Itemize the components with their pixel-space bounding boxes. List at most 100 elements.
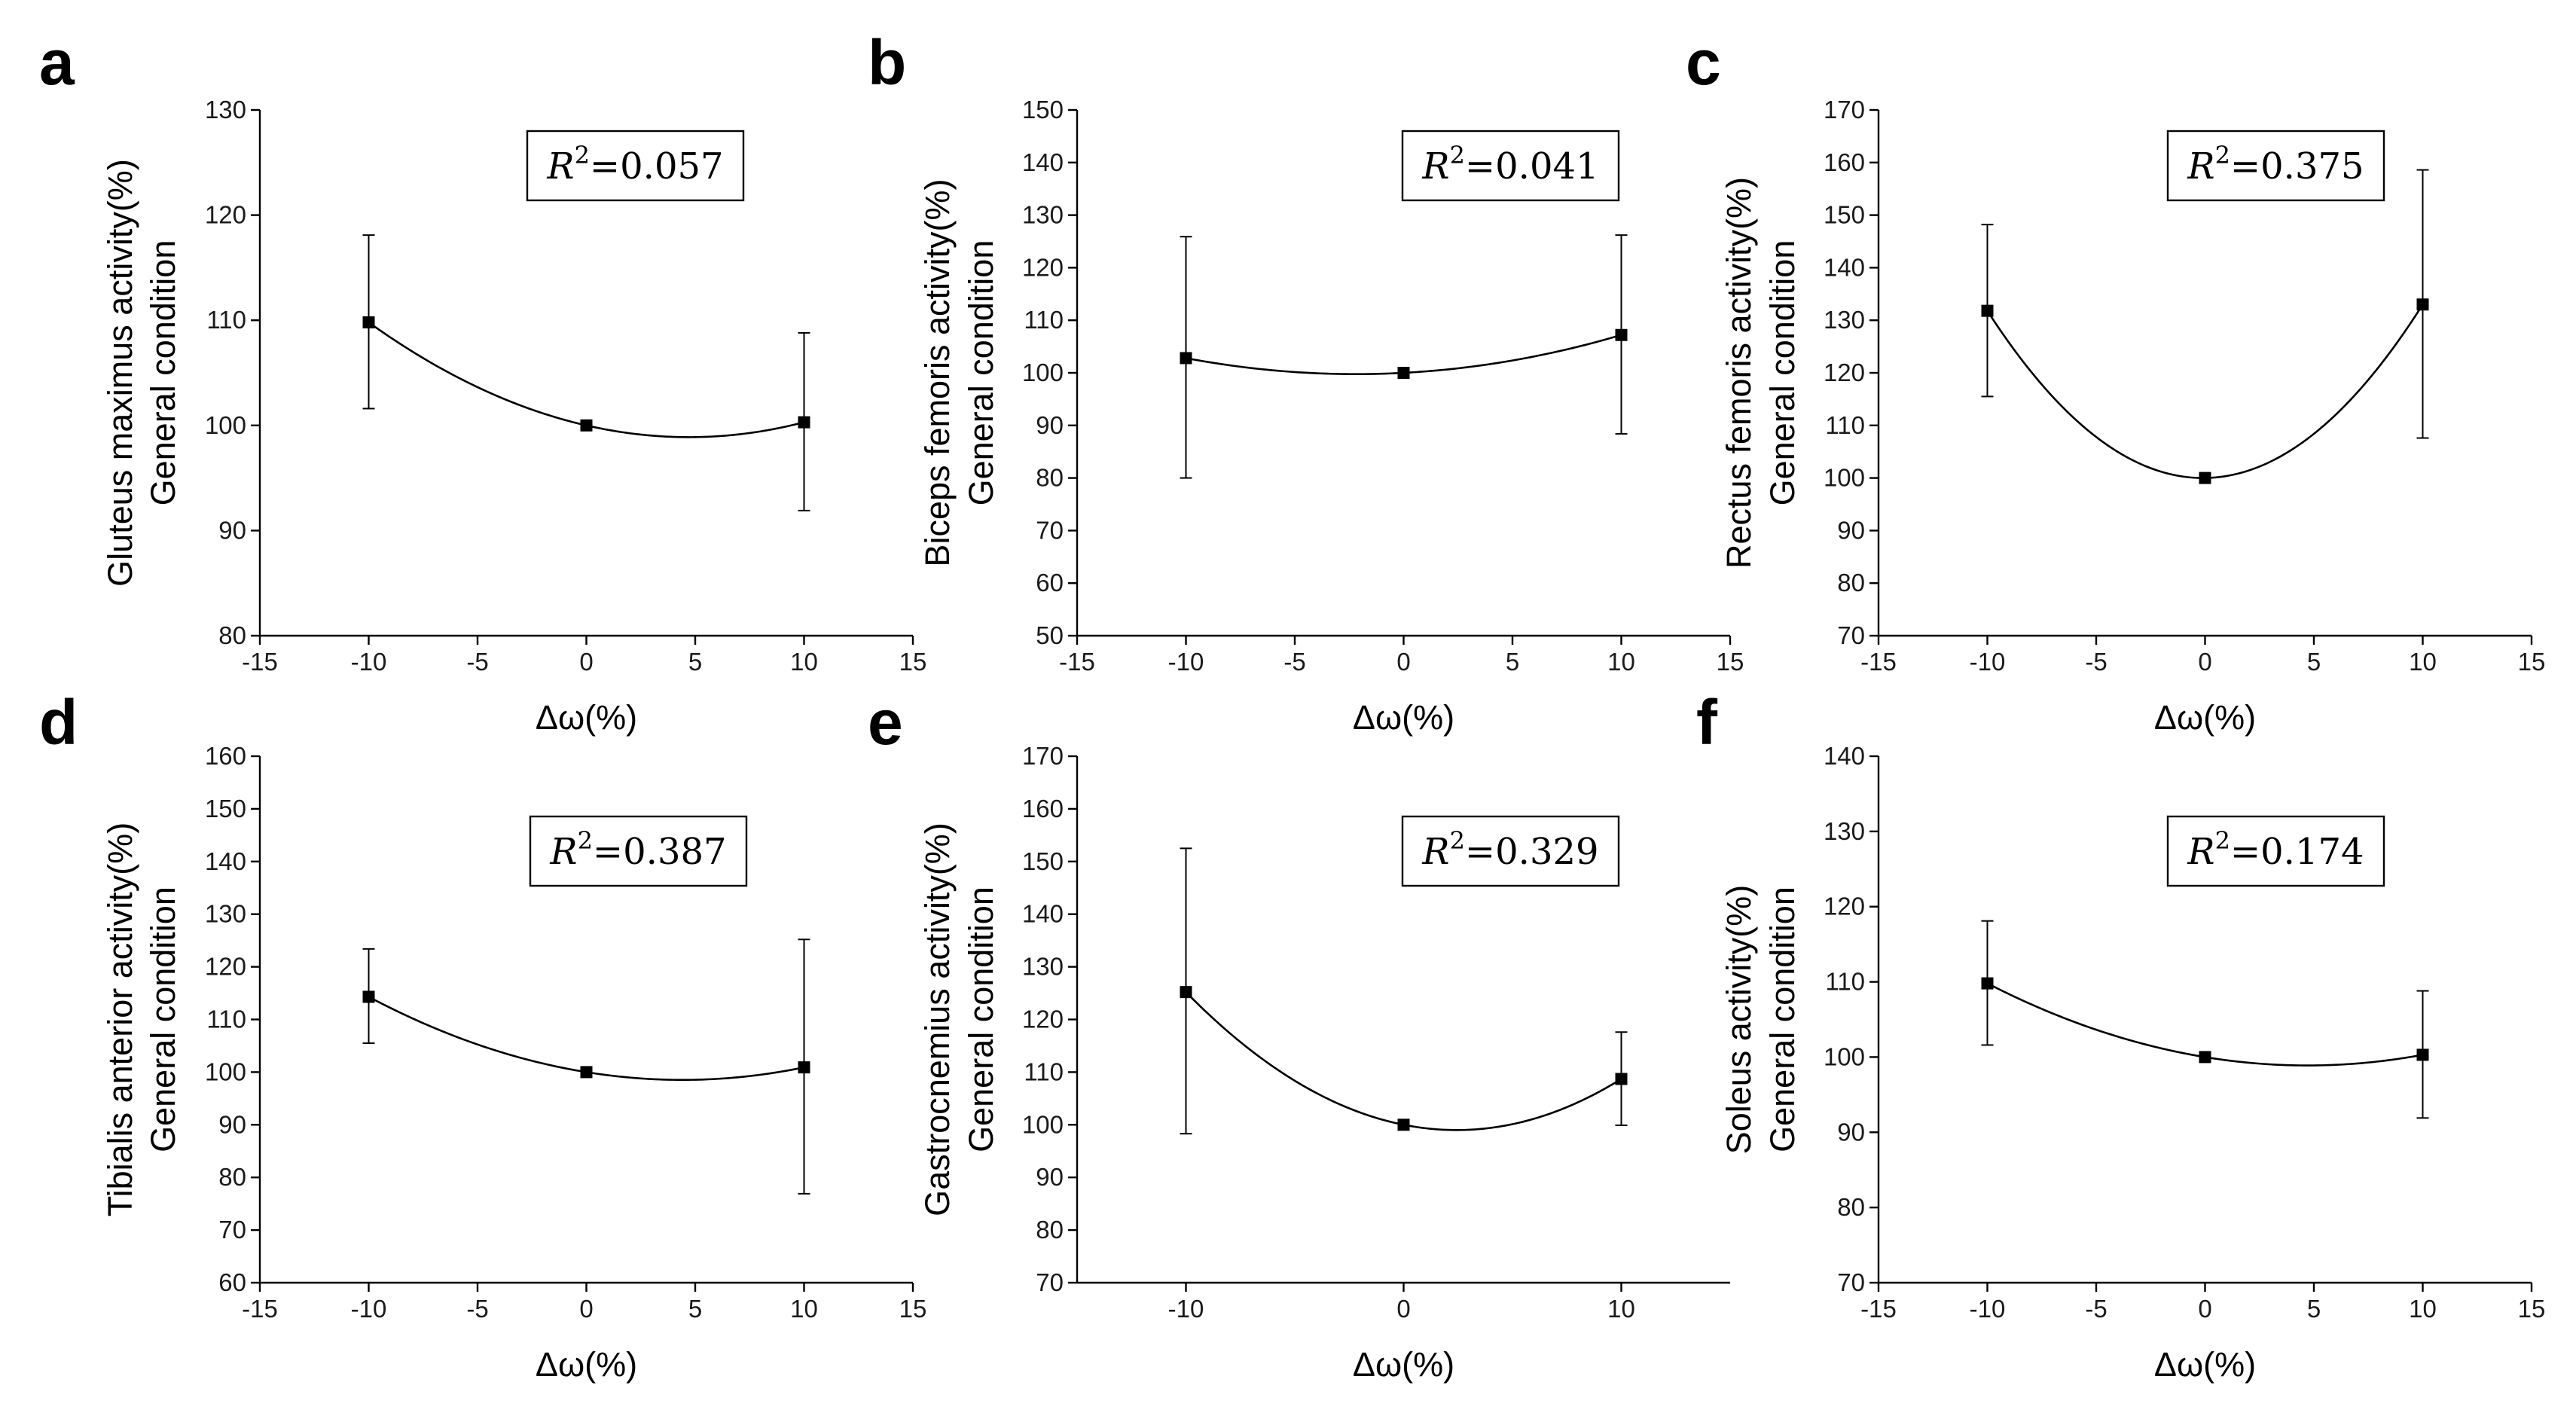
x-axis-title: Δω(%) (536, 1345, 637, 1384)
y-tick-label: 130 (1022, 953, 1064, 981)
x-axis-title: Δω(%) (1353, 698, 1454, 737)
y-tick-label: 120 (1022, 253, 1064, 281)
y-tick-label: 70 (1036, 1268, 1064, 1296)
y-axis-title: General condition (962, 887, 1000, 1152)
y-axis-title: General condition (1763, 240, 1802, 506)
y-tick-label: 100 (1824, 1042, 1865, 1070)
y-tick-label: 100 (1824, 464, 1865, 492)
x-tick-label: -5 (466, 648, 488, 676)
y-axis-title: General condition (144, 887, 182, 1152)
panel-f: f 70 80 90 100 110 120 130 140 -15 -10 -5 0 5 10 15 Δω(%… (1696, 687, 2545, 1384)
y-tick-label: 120 (205, 201, 246, 229)
panel-a: a 80 90 100 110 120 130 -15 -10 -5 0 5 10 15 Δω(%) Glut… (39, 27, 926, 737)
x-tick-label: 5 (688, 648, 702, 676)
y-tick-label: 140 (1022, 900, 1064, 928)
x-tick-label: 10 (790, 1295, 818, 1323)
y-tick-label: 130 (1824, 817, 1865, 845)
x-tick-label: -5 (2085, 1295, 2107, 1323)
y-tick-label: 110 (1825, 411, 1865, 439)
panel-letter: f (1696, 687, 1718, 758)
panel-d: d 60 70 80 90 100 110 120 130 140 150 160 -15 -10 -5 0 5… (39, 687, 926, 1384)
panel-letter: d (39, 687, 78, 758)
panel-e: e 70 80 90 100 110 120 130 140 150 160 170 -10 0 10 Δω(… (868, 687, 1730, 1384)
x-tick-label: -5 (466, 1295, 488, 1323)
x-tick-label: -15 (1059, 648, 1095, 676)
y-tick-label: 80 (218, 1163, 246, 1191)
y-axis-title: Gluteus maximus activity(%) (101, 159, 139, 587)
r2-box (2166, 815, 2385, 887)
data-point (2199, 472, 2211, 484)
y-axis-title: Rectus femoris activity(%) (1720, 177, 1758, 569)
r2-annotation: R2=0.057 (546, 141, 723, 188)
y-tick-label: 80 (218, 621, 246, 649)
x-tick-label: 5 (688, 1295, 702, 1323)
panel-letter: a (39, 27, 75, 98)
x-axis-title: Δω(%) (1353, 1345, 1454, 1384)
y-axis-title: General condition (1763, 887, 1802, 1152)
panel-letter: b (868, 27, 906, 98)
y-tick-label: 160 (205, 742, 246, 770)
data-point (1397, 1119, 1410, 1131)
r2-box (1401, 815, 1620, 887)
x-tick-label: -10 (1168, 1295, 1204, 1323)
y-tick-label: 90 (218, 516, 246, 544)
y-tick-label: 160 (1022, 795, 1064, 822)
y-tick-label: 130 (205, 900, 246, 928)
x-tick-label: -15 (242, 1295, 278, 1323)
data-point (1180, 986, 1192, 999)
y-tick-label: 80 (1036, 464, 1064, 492)
y-axis-title: Tibialis anterior activity(%) (101, 822, 139, 1216)
x-tick-label: 0 (1396, 648, 1410, 676)
data-point (580, 1066, 593, 1079)
r2-box (526, 130, 745, 202)
x-tick-label: 0 (579, 648, 593, 676)
y-tick-label: 70 (218, 1216, 246, 1244)
x-tick-label: 5 (2307, 648, 2321, 676)
y-tick-label: 140 (1824, 742, 1865, 770)
y-tick-label: 90 (1036, 411, 1064, 439)
data-point (798, 1061, 810, 1074)
y-tick-label: 110 (1024, 1058, 1064, 1085)
x-tick-label: -10 (351, 1295, 387, 1323)
x-tick-label: 0 (1396, 1295, 1410, 1323)
x-tick-label: 10 (1607, 1295, 1635, 1323)
y-tick-label: 110 (206, 306, 246, 334)
y-axis-title: General condition (144, 240, 182, 506)
data-point (2416, 1048, 2429, 1061)
y-tick-label: 80 (1837, 569, 1865, 597)
r2-annotation: R2=0.041 (1421, 141, 1598, 188)
y-tick-label: 90 (1837, 516, 1865, 544)
y-tick-label: 80 (1837, 1193, 1865, 1221)
y-tick-label: 160 (1824, 148, 1865, 176)
r2-annotation: R2=0.375 (2187, 141, 2364, 188)
y-tick-label: 90 (1036, 1163, 1064, 1191)
r2-box (529, 815, 748, 887)
x-tick-label: -10 (351, 648, 387, 676)
x-tick-label: 5 (2307, 1295, 2321, 1323)
data-point (362, 316, 375, 328)
r2-annotation: R2=0.174 (2187, 826, 2364, 873)
x-tick-label: 15 (2518, 1295, 2546, 1323)
y-tick-label: 100 (1022, 1110, 1064, 1138)
x-tick-label: 15 (1717, 648, 1744, 676)
x-tick-label: -10 (1970, 648, 2006, 676)
x-tick-label: 10 (790, 648, 818, 676)
data-point (1615, 328, 1628, 341)
y-tick-label: 110 (1024, 306, 1064, 334)
y-tick-label: 90 (218, 1110, 246, 1138)
x-tick-label: -10 (1970, 1295, 2006, 1323)
y-axis-title: Biceps femoris activity(%) (918, 179, 957, 566)
x-tick-label: -15 (242, 648, 278, 676)
x-tick-label: 0 (579, 1295, 593, 1323)
data-point (580, 419, 593, 432)
y-tick-label: 60 (218, 1268, 246, 1296)
x-tick-label: 10 (2409, 648, 2437, 676)
y-tick-label: 100 (1022, 359, 1064, 386)
x-tick-label: -5 (1283, 648, 1305, 676)
y-tick-label: 100 (205, 1058, 246, 1085)
y-tick-label: 70 (1837, 621, 1865, 649)
data-point (798, 416, 810, 429)
y-tick-label: 150 (1022, 96, 1064, 124)
x-tick-label: 5 (1506, 648, 1519, 676)
